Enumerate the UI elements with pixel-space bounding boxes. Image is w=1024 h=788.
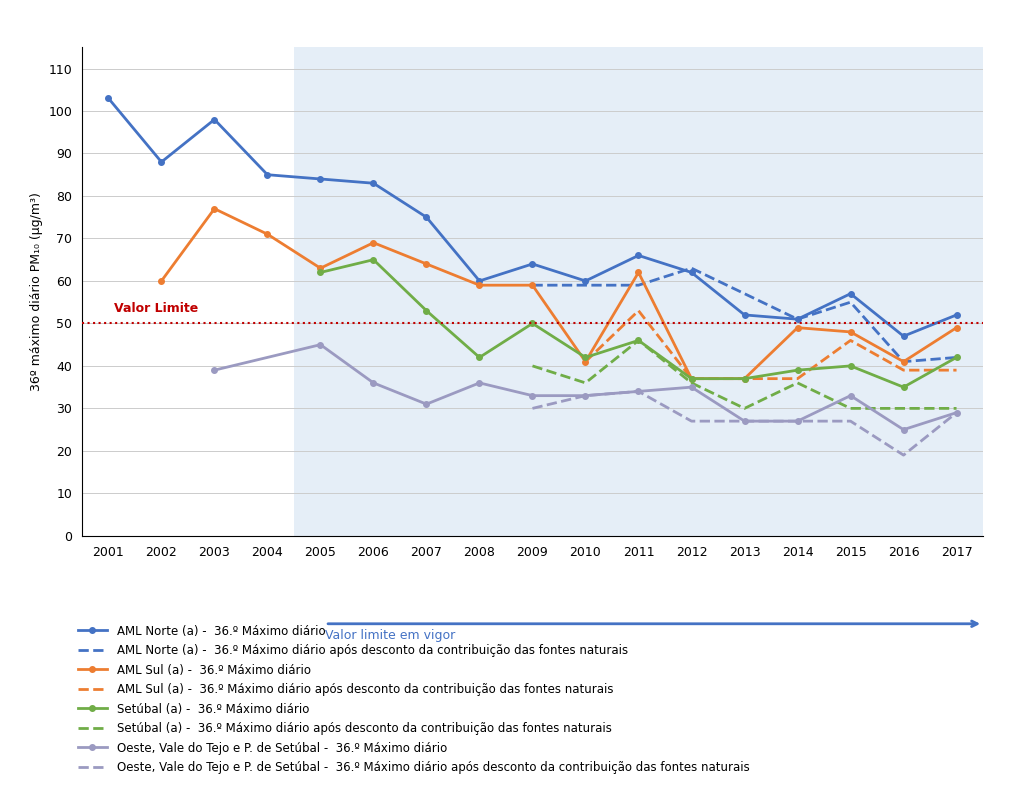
Text: Valor limite em vigor: Valor limite em vigor <box>326 629 456 641</box>
Y-axis label: 36º máximo diário PM₁₀ (μg/m³): 36º máximo diário PM₁₀ (μg/m³) <box>30 192 43 391</box>
Text: Valor Limite: Valor Limite <box>114 302 198 315</box>
Legend: AML Norte (a) -  36.º Máximo diário, AML Norte (a) -  36.º Máximo diário após de: AML Norte (a) - 36.º Máximo diário, AML … <box>78 625 750 775</box>
Bar <box>294 47 983 536</box>
